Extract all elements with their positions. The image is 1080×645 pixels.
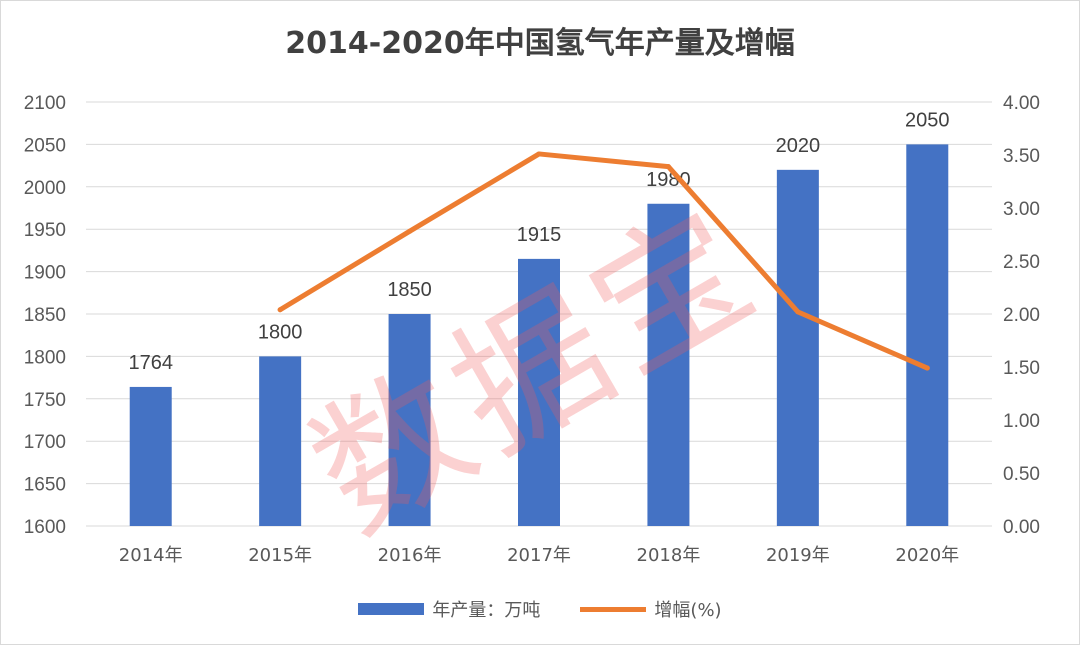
y-right-tick-label: 2.00 <box>1003 305 1040 326</box>
legend-swatch-bar <box>358 603 425 615</box>
legend: 年产量：万吨 增幅(%) <box>0 594 1080 624</box>
legend-item-production: 年产量：万吨 <box>358 596 540 622</box>
y-right-tick-label: 4.00 <box>1003 93 1040 114</box>
growth-line <box>277 151 930 371</box>
bar-data-label: 2020 <box>776 135 821 157</box>
bar-data-label: 1764 <box>128 352 173 374</box>
y-left-tick-label: 1800 <box>24 347 66 368</box>
bar-data-label: 1850 <box>387 279 432 301</box>
bar <box>776 169 819 526</box>
chart-title: 2014-2020年中国氢气年产量及增幅 <box>285 26 795 61</box>
growth-point <box>536 151 542 157</box>
bar <box>388 314 431 526</box>
y-right-tick-label: 3.50 <box>1003 146 1040 167</box>
x-tick-label: 2017年 <box>507 545 571 566</box>
y-right-tick-label: 2.50 <box>1003 252 1040 273</box>
bar <box>259 356 302 526</box>
bar <box>906 144 949 526</box>
y-left-tick-label: 2100 <box>24 93 66 114</box>
y-left-tick-label: 1700 <box>24 432 66 453</box>
legend-label-production: 年产量：万吨 <box>432 600 541 621</box>
legend-swatch-line <box>580 606 647 612</box>
growth-point <box>277 307 283 313</box>
bar <box>518 258 560 526</box>
growth-point <box>407 228 413 234</box>
y-right-tick-label: 0.00 <box>1003 517 1040 538</box>
bar-data-label: 1980 <box>646 169 691 191</box>
bar-data-label: 2050 <box>905 109 950 131</box>
y-left-tick-label: 2050 <box>24 135 66 156</box>
legend-item-growth: 增幅(%) <box>580 596 722 622</box>
legend-label-growth: 增幅(%) <box>654 600 722 621</box>
x-tick-label: 2014年 <box>119 545 183 566</box>
x-tick-label: 2020年 <box>895 545 959 566</box>
y-left-tick-label: 1950 <box>24 220 66 241</box>
y-left-tick-label: 1600 <box>24 517 66 538</box>
y-right-tick-label: 1.00 <box>1003 411 1040 432</box>
bar <box>647 203 690 526</box>
y-left-tick-label: 1650 <box>24 475 66 496</box>
y-left-tick-label: 1850 <box>24 305 66 326</box>
growth-point <box>924 365 930 371</box>
y-left-tick-label: 2000 <box>24 178 66 199</box>
y-left-tick-label: 1750 <box>24 390 66 411</box>
bar-data-label: 1800 <box>258 321 303 343</box>
growth-point <box>665 164 671 170</box>
bar-data-label: 1915 <box>517 224 562 246</box>
y-left-tick-label: 1900 <box>24 263 66 284</box>
bar <box>129 386 172 526</box>
x-tick-label: 2016年 <box>378 545 442 566</box>
y-right-tick-label: 3.00 <box>1003 199 1040 220</box>
y-right-tick-label: 1.50 <box>1003 358 1040 379</box>
x-tick-label: 2018年 <box>637 545 701 566</box>
y-right-tick-label: 0.50 <box>1003 464 1040 485</box>
x-tick-label: 2015年 <box>248 545 312 566</box>
x-tick-label: 2019年 <box>766 545 830 566</box>
growth-point <box>795 309 801 315</box>
